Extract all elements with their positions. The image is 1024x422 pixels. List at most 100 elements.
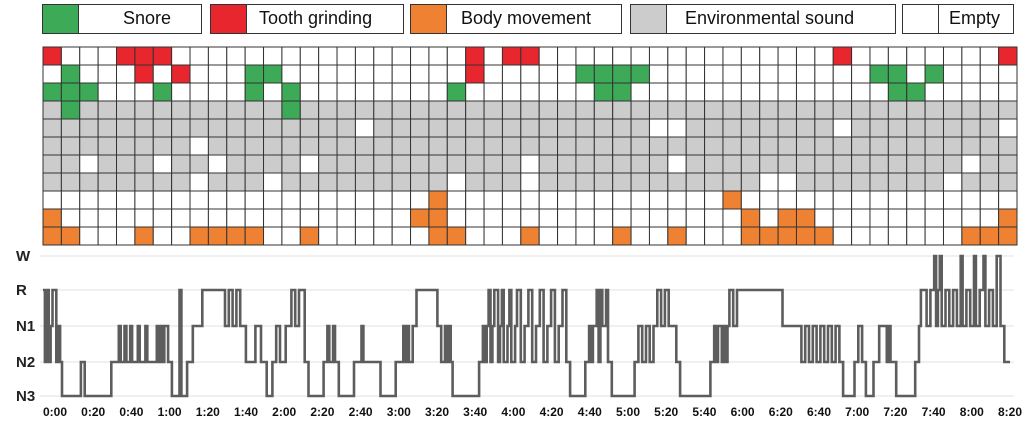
event-cell xyxy=(226,82,246,102)
event-cell xyxy=(814,172,834,192)
event-cell xyxy=(998,100,1018,120)
event-cell xyxy=(281,208,301,228)
event-cell xyxy=(593,82,614,102)
event-cell xyxy=(704,172,724,192)
event-cell xyxy=(465,172,485,192)
event-cell xyxy=(814,208,834,228)
event-cell xyxy=(42,172,62,192)
time-tick-label: 2:00 xyxy=(272,405,296,419)
event-cell xyxy=(134,118,154,138)
event-cell xyxy=(244,46,265,66)
event-cell xyxy=(189,46,209,66)
event-cell xyxy=(483,64,503,84)
event-cell xyxy=(648,190,669,210)
event-cell xyxy=(538,190,559,210)
event-cell xyxy=(814,46,834,66)
stage-label: N2 xyxy=(16,354,35,371)
event-cell xyxy=(961,118,981,138)
event-cell xyxy=(704,64,724,84)
legend-swatch xyxy=(411,5,447,33)
event-cell xyxy=(998,82,1018,102)
event-cell xyxy=(428,118,448,138)
event-cell xyxy=(116,136,136,156)
event-cell xyxy=(226,100,246,120)
event-cell xyxy=(740,208,761,228)
event-cell xyxy=(851,118,871,138)
event-cell xyxy=(354,172,375,192)
event-cell xyxy=(318,154,338,174)
event-cell xyxy=(97,172,118,192)
event-cell xyxy=(759,190,779,210)
event-cell xyxy=(79,226,99,246)
event-cell xyxy=(483,118,503,138)
event-cell xyxy=(189,82,209,102)
event-cell xyxy=(410,226,430,246)
event-cell xyxy=(318,172,338,192)
event-cell xyxy=(134,226,154,246)
event-cell xyxy=(924,208,944,228)
event-cell xyxy=(924,82,944,102)
event-cell xyxy=(446,208,467,228)
event-cell xyxy=(795,118,816,138)
event-cell xyxy=(354,64,375,84)
event-cell xyxy=(887,172,908,192)
legend-item: Snore xyxy=(42,4,202,34)
time-tick-label: 1:40 xyxy=(234,405,258,419)
event-cell xyxy=(244,82,265,102)
event-cell xyxy=(722,46,742,66)
event-cell xyxy=(428,172,448,192)
event-cell xyxy=(410,82,430,102)
event-cell xyxy=(685,136,706,156)
event-cell xyxy=(501,100,522,120)
event-cell xyxy=(483,172,503,192)
event-cell xyxy=(373,46,393,66)
event-cell xyxy=(814,154,834,174)
event-cell xyxy=(979,172,1000,192)
event-cell xyxy=(134,172,154,192)
event-cell xyxy=(263,136,283,156)
event-cell xyxy=(869,172,889,192)
event-cell xyxy=(391,172,412,192)
event-cell xyxy=(483,100,503,120)
event-cell xyxy=(722,82,742,102)
event-cell xyxy=(612,136,632,156)
event-cell xyxy=(832,118,853,138)
time-tick-label: 3:20 xyxy=(425,405,449,419)
event-cell xyxy=(942,226,963,246)
event-cell xyxy=(869,136,889,156)
event-cell xyxy=(906,154,926,174)
event-cell xyxy=(299,172,320,192)
event-cell xyxy=(207,82,228,102)
legend-swatch xyxy=(631,5,667,33)
event-cell xyxy=(97,46,118,66)
event-cell xyxy=(373,100,393,120)
event-cell xyxy=(906,136,926,156)
event-cell xyxy=(501,208,522,228)
event-cell xyxy=(851,208,871,228)
event-cell xyxy=(244,190,265,210)
event-cell xyxy=(336,172,356,192)
event-cell xyxy=(79,82,99,102)
event-cell xyxy=(851,190,871,210)
event-cell xyxy=(501,118,522,138)
event-cell xyxy=(759,46,779,66)
event-cell xyxy=(446,82,467,102)
stage-label: W xyxy=(16,248,31,265)
event-cell xyxy=(704,226,724,246)
event-cell xyxy=(226,154,246,174)
event-cell xyxy=(446,118,467,138)
event-cell xyxy=(942,208,963,228)
event-cell xyxy=(446,226,467,246)
event-cell xyxy=(942,46,963,66)
event-cell xyxy=(263,154,283,174)
event-cell xyxy=(851,154,871,174)
event-cell xyxy=(575,172,595,192)
event-cell xyxy=(171,118,191,138)
event-cell xyxy=(557,226,577,246)
event-cell xyxy=(42,100,62,120)
event-cell xyxy=(501,64,522,84)
event-cell xyxy=(887,208,908,228)
event-cell xyxy=(318,226,338,246)
event-cell xyxy=(60,190,81,210)
event-cell xyxy=(263,208,283,228)
